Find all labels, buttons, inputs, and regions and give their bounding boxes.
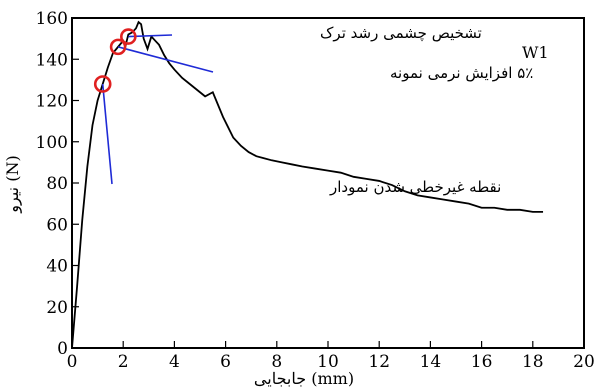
x-axis-label: جابجایی (mm): [254, 369, 354, 388]
plot-background: [72, 18, 584, 348]
annotation-marker: [120, 28, 137, 45]
y-axis-label: نیرو (N): [3, 155, 22, 213]
y-tick-label: 40: [46, 257, 68, 277]
annotation-markers: [93, 28, 137, 93]
y-tick-label: 20: [46, 298, 68, 318]
y-tick-label: 80: [46, 174, 68, 194]
x-tick-label: 4: [169, 352, 180, 372]
y-tick-label: 120: [36, 92, 68, 112]
x-tick-label: 18: [522, 352, 544, 372]
y-tick-label: 0: [57, 339, 68, 359]
plot-frame: [71, 17, 585, 349]
annotation-marker: [109, 38, 127, 56]
annotation-line: [101, 83, 113, 185]
annotation-line: [117, 46, 214, 73]
x-tick-label: 20: [573, 352, 595, 372]
x-tick-label: 6: [220, 352, 231, 372]
y-tick-label: 100: [36, 133, 68, 153]
x-tick-label: 0: [67, 352, 78, 372]
x-tick-label: 8: [271, 352, 282, 372]
series-label: W1: [522, 43, 549, 62]
x-tick-label: 10: [317, 352, 339, 372]
annotation-label: ۵٪ افزایش نرمی نمونه: [390, 64, 533, 82]
tick-labels: 0 2 4 6 8 10 12 14 16 18 20 0 20 40 60 80 100 120 140 160: [36, 9, 595, 372]
y-tick-label: 160: [36, 9, 68, 29]
annotation-label: تشخیص چشمی رشد ترک: [320, 24, 482, 42]
x-tick-label: 14: [420, 352, 442, 372]
y-tick-label: 60: [46, 215, 68, 235]
x-tick-label: 2: [118, 352, 129, 372]
annotation-labels: تشخیص چشمی رشد ترک ۵٪ افزایش نرمی نمونه نق…: [320, 24, 533, 196]
y-tick-label: 140: [36, 50, 68, 70]
annotation-marker: [93, 75, 112, 93]
annotation-label: نقطه غیرخطی شدن نمودار: [329, 178, 501, 196]
x-tick-label: 12: [368, 352, 390, 372]
x-tick-label: 16: [471, 352, 493, 372]
